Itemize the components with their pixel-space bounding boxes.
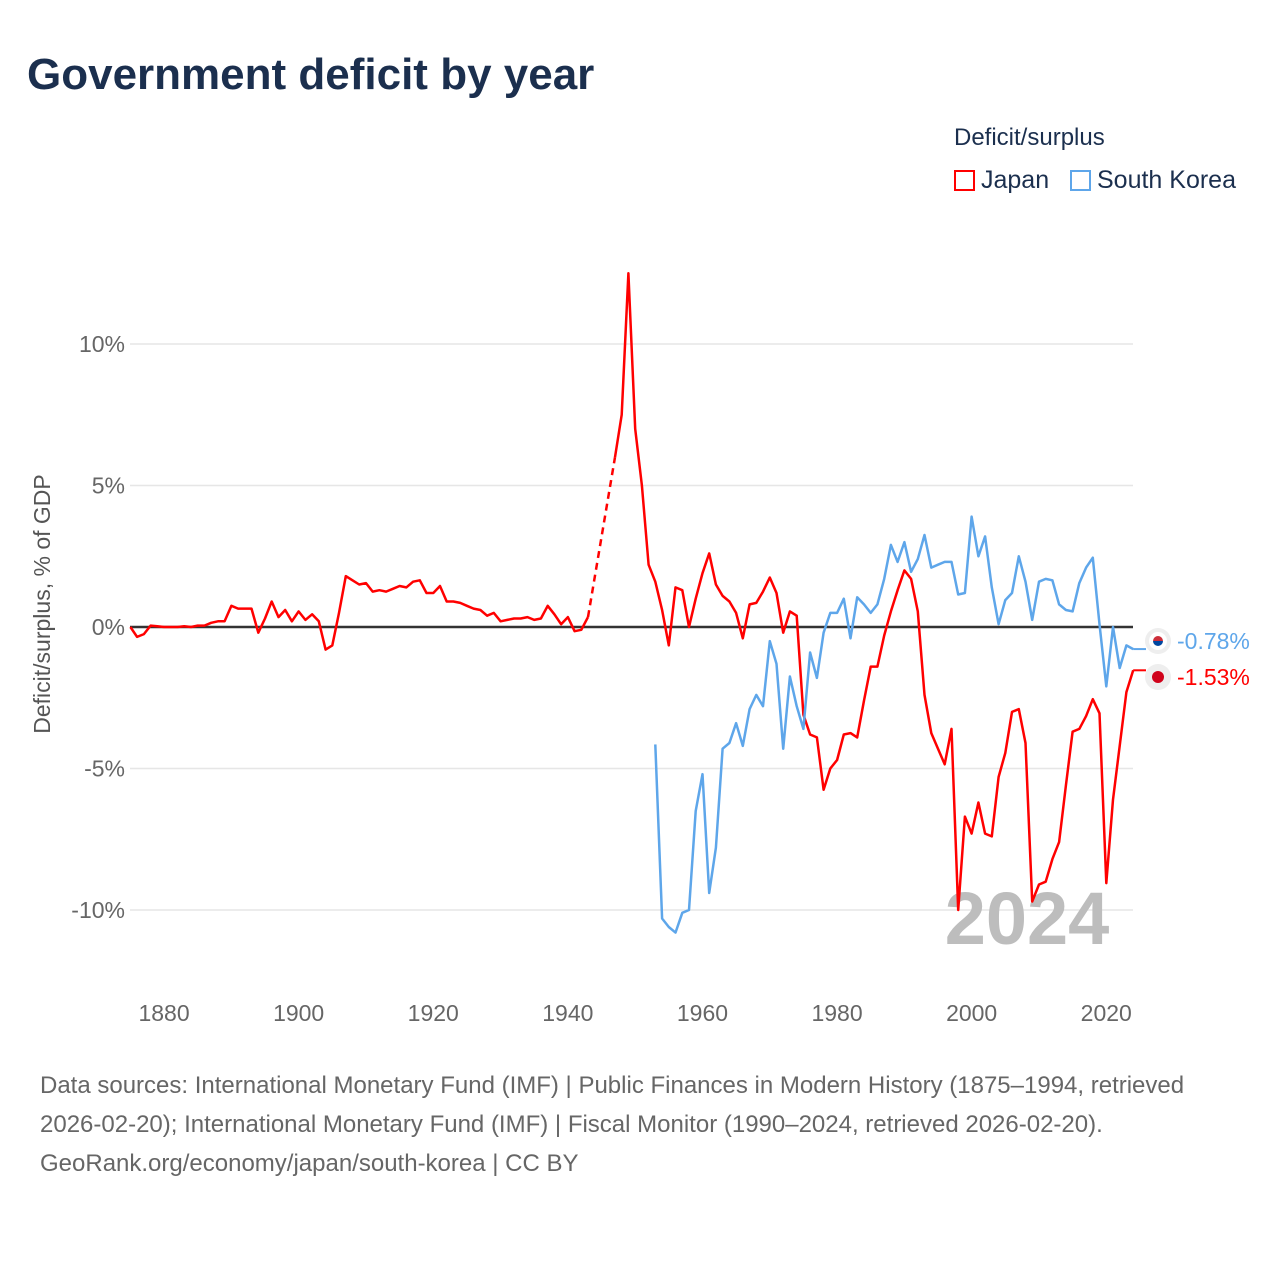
y-tick-label: -10%: [71, 897, 125, 923]
chart-title: Government deficit by year: [27, 50, 595, 99]
y-tick-label: -5%: [84, 756, 125, 782]
south-korea-flag-icon: [1145, 628, 1171, 654]
end-label-south-korea: -0.78%: [1177, 628, 1250, 654]
x-tick-label: 2020: [1081, 1000, 1132, 1026]
y-tick-label: 5%: [92, 473, 125, 499]
x-tick-label: 1920: [408, 1000, 459, 1026]
series-gap-japan: [586, 456, 617, 618]
data-sources: Data sources: International Monetary Fun…: [40, 1072, 1185, 1138]
credit-link[interactable]: GeoRank.org/economy/japan/south-korea | …: [40, 1150, 579, 1177]
line-chart: 10% 5% 0% -5% -10% 1880 1900 1920 1940 1960 1980 20…: [29, 272, 1250, 1026]
legend-label-japan: Japan: [981, 166, 1050, 194]
x-tick-label: 2000: [946, 1000, 997, 1026]
legend-item-japan[interactable]: Japan: [954, 166, 1049, 195]
legend-swatch-japan: [954, 170, 975, 191]
series-line-japan: [129, 574, 590, 651]
legend-swatch-south-korea: [1070, 170, 1091, 191]
series-line-japan: [613, 272, 1135, 912]
legend-title: Deficit/surplus: [954, 124, 1105, 151]
y-tick-label: 10%: [79, 331, 125, 357]
end-label-japan: -1.53%: [1177, 664, 1250, 690]
x-tick-label: 1960: [677, 1000, 728, 1026]
y-tick-label: 0%: [92, 614, 125, 640]
legend-item-south-korea[interactable]: South Korea: [1070, 166, 1236, 195]
x-tick-label: 1980: [811, 1000, 862, 1026]
x-tick-label: 1900: [273, 1000, 324, 1026]
series-line-south-korea: [654, 515, 1134, 934]
x-tick-label: 1940: [542, 1000, 593, 1026]
year-watermark: 2024: [945, 877, 1110, 960]
footer: Data sources: International Monetary Fun…: [40, 1066, 1240, 1183]
y-axis-label: Deficit/surplus, % of GDP: [29, 474, 55, 733]
japan-flag-icon: [1145, 664, 1171, 690]
x-tick-label: 1880: [138, 1000, 189, 1026]
legend-label-south-korea: South Korea: [1097, 166, 1236, 194]
